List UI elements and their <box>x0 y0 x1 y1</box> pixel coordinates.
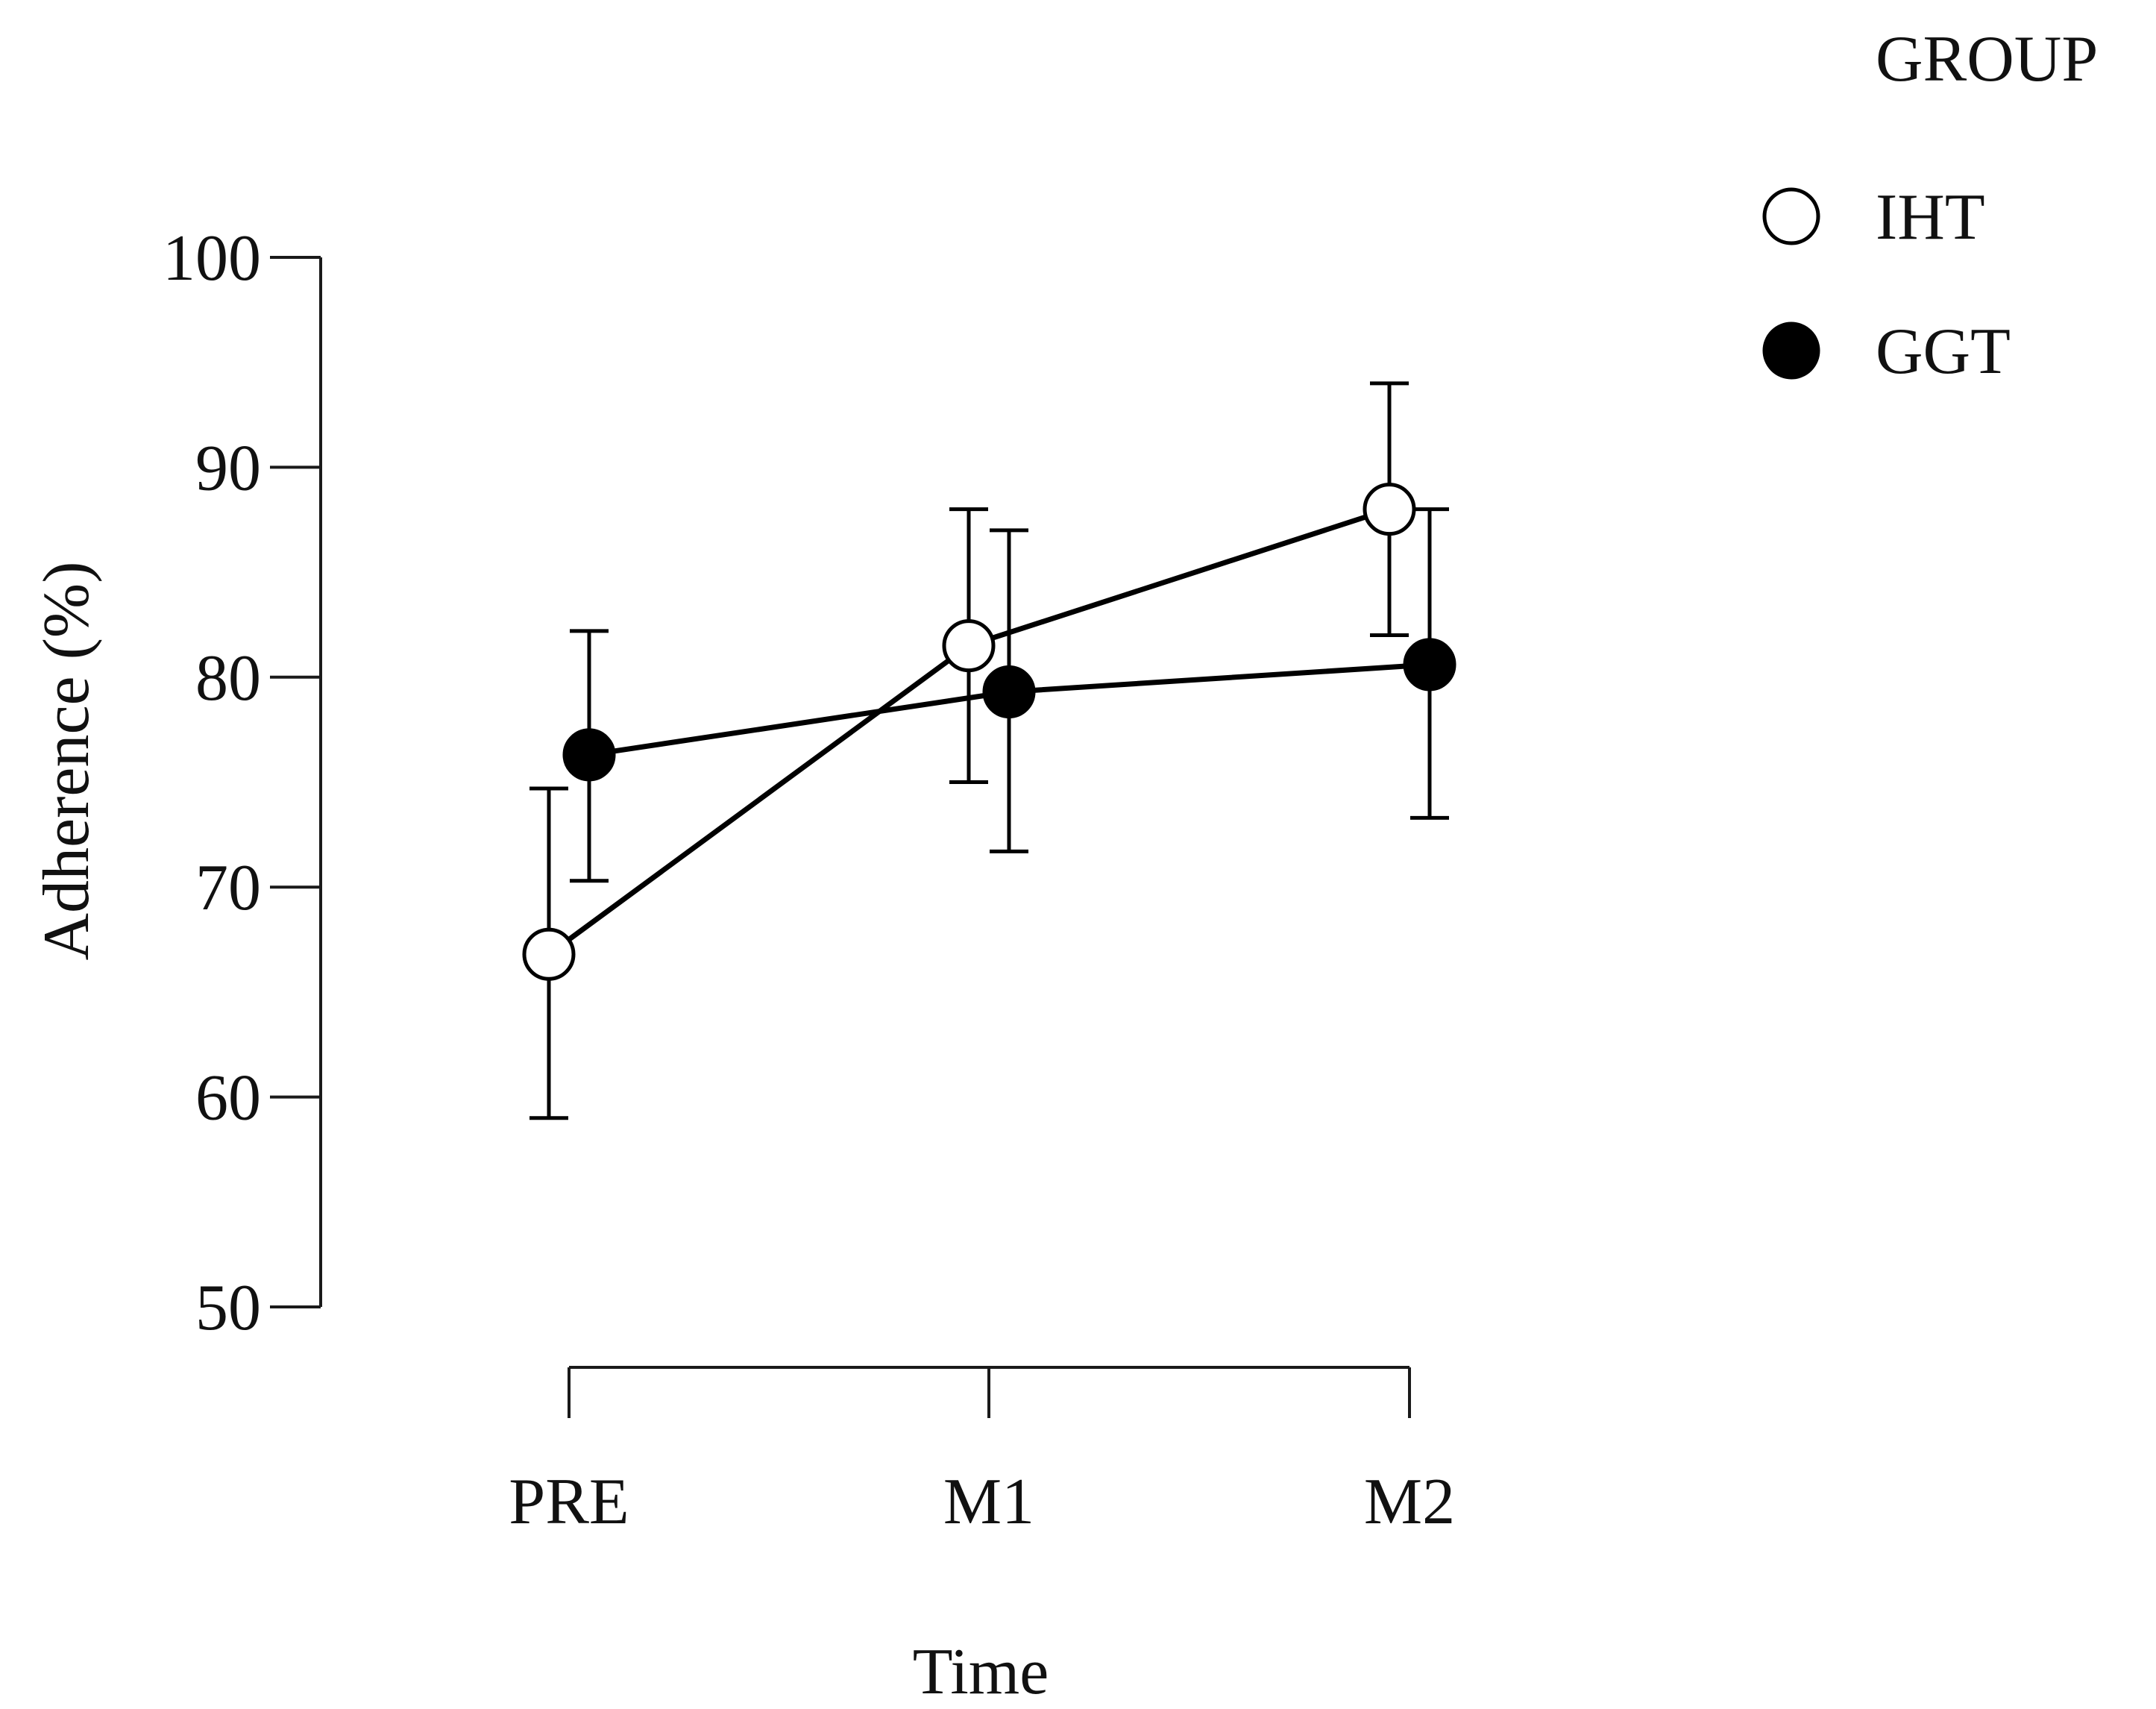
x-tick-label: M2 <box>1364 1466 1455 1538</box>
series-layer <box>522 381 1456 1120</box>
legend-label-ggt: GGT <box>1876 316 2011 388</box>
x-axis-title: Time <box>913 1636 1049 1708</box>
y-tick-label: 70 <box>195 852 261 924</box>
x-tick-label: PRE <box>509 1466 629 1538</box>
legend-marker-ggt <box>1762 322 1820 380</box>
data-point-iht <box>1363 483 1416 536</box>
x-axis: PRE M1 M2 <box>509 1366 1455 1538</box>
y-tick-label: 60 <box>195 1062 261 1135</box>
data-point-ggt <box>982 665 1036 718</box>
data-point-ggt <box>562 728 616 782</box>
legend-label-iht: IHT <box>1876 181 1985 254</box>
data-point-iht <box>942 619 996 673</box>
x-tick-label: M1 <box>943 1466 1034 1538</box>
legend-title: GROUP <box>1876 23 2098 95</box>
legend: IHT GGT <box>1762 181 2011 388</box>
legend-marker-iht <box>1762 187 1820 245</box>
y-tick-label: 100 <box>163 222 261 295</box>
data-point-iht <box>522 927 576 981</box>
y-tick-label: 80 <box>195 642 261 715</box>
data-point-ggt <box>1403 638 1456 692</box>
y-tick-label: 90 <box>195 432 261 504</box>
y-axis-title: Adherence (%) <box>31 561 103 960</box>
y-tick-label: 50 <box>195 1272 261 1344</box>
y-axis: 50 60 70 80 90 100 <box>163 222 322 1344</box>
